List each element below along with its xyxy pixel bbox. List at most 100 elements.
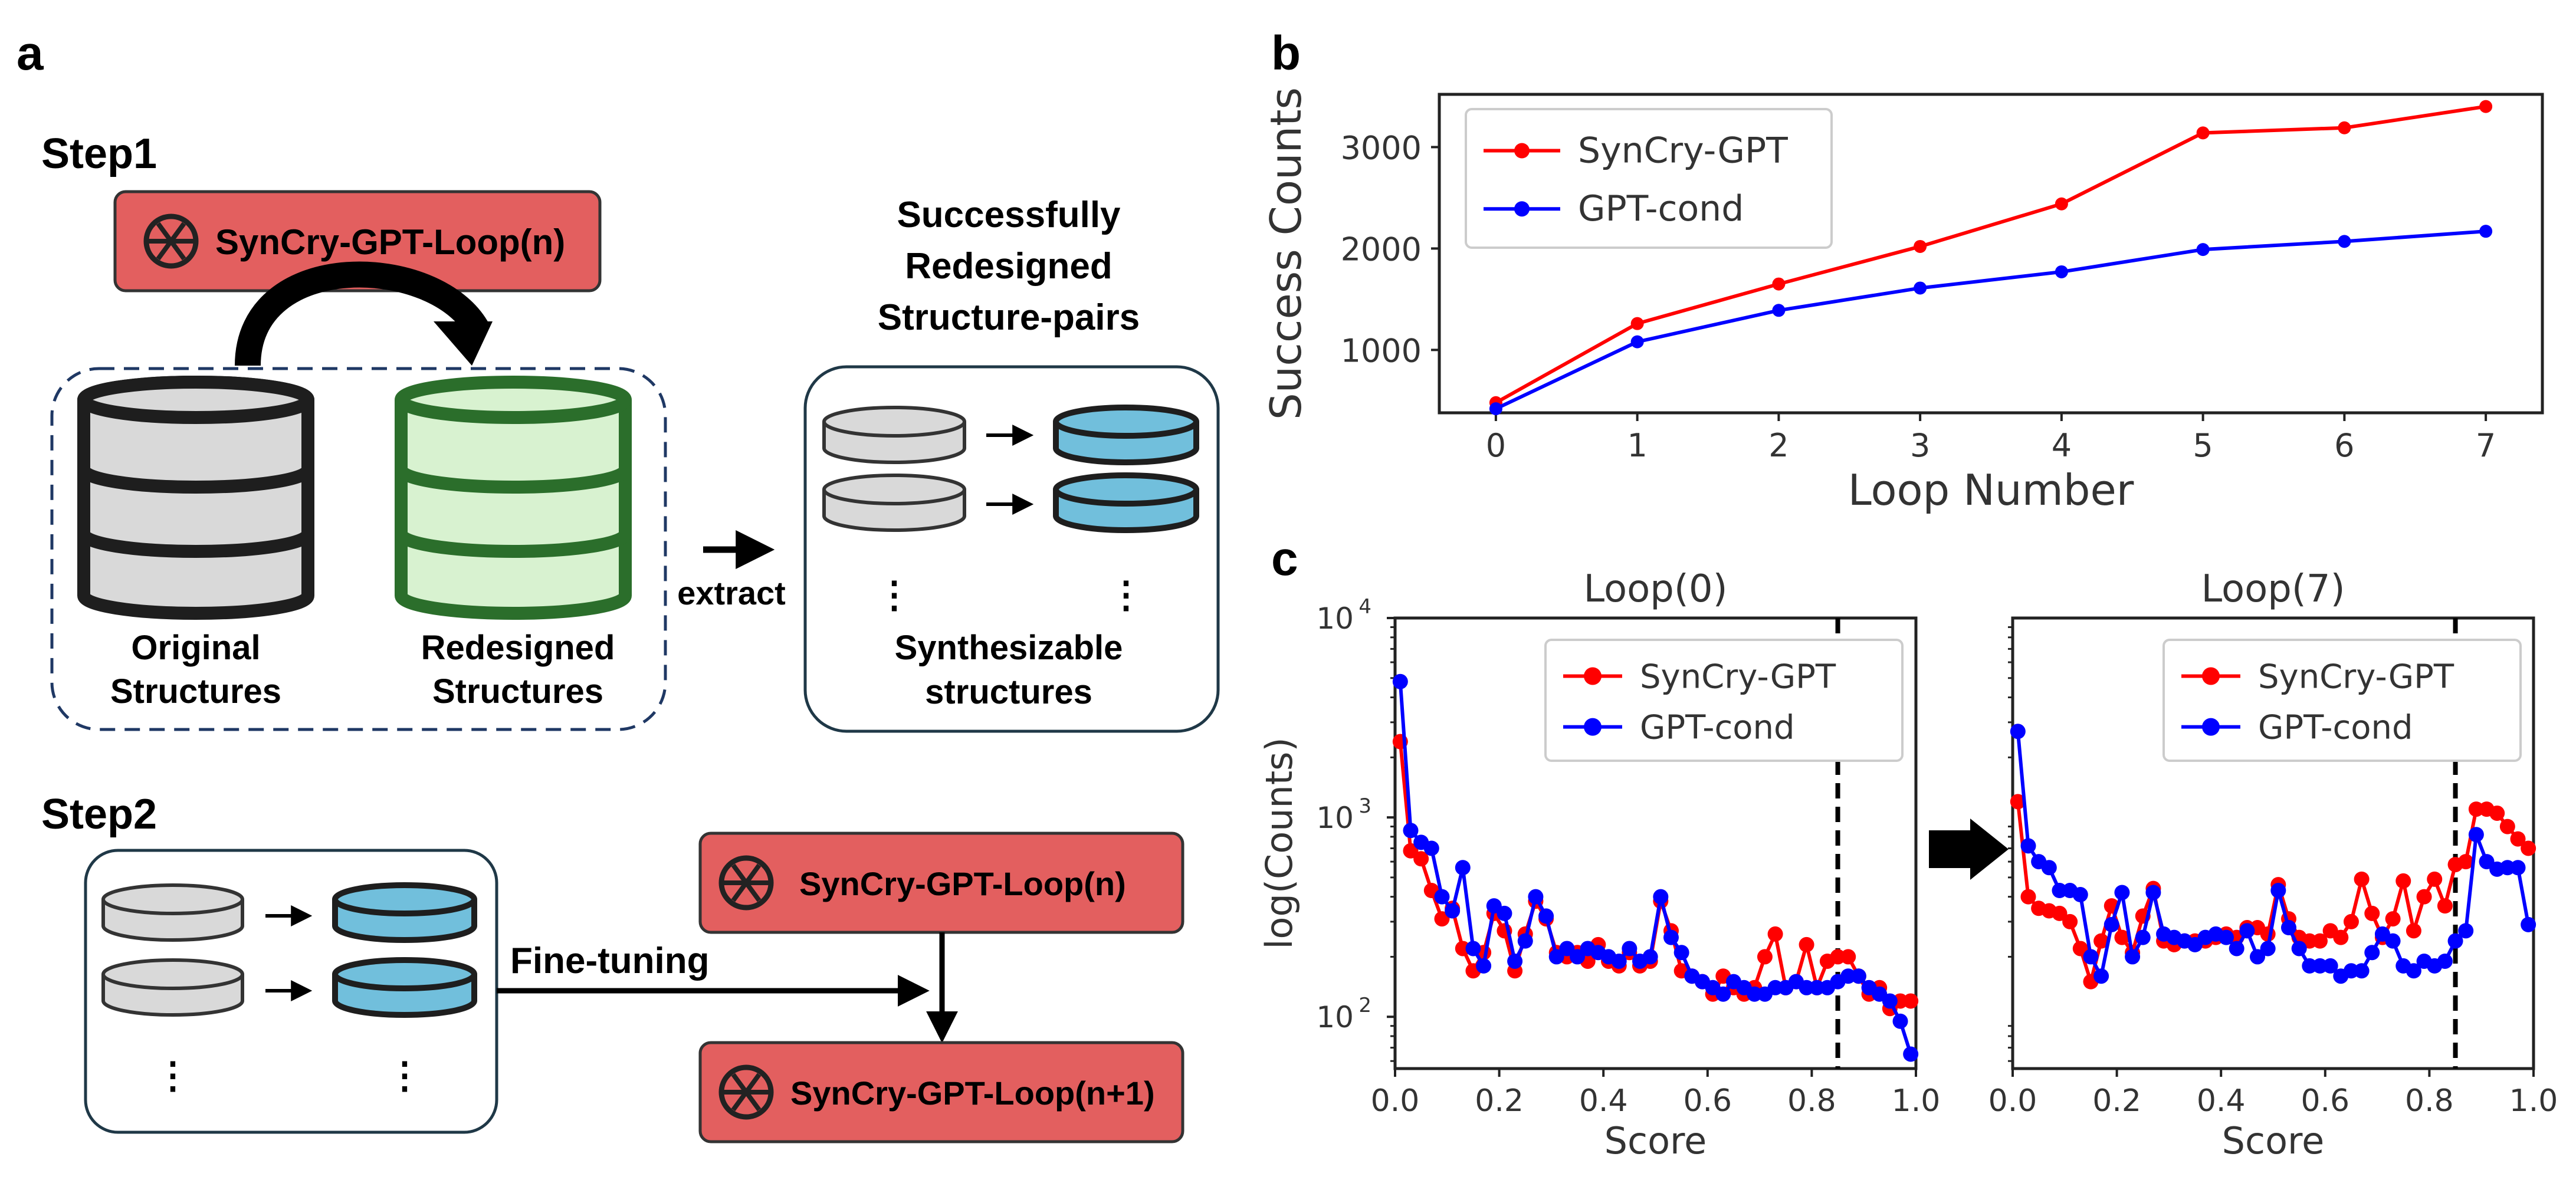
data-point bbox=[2072, 887, 2088, 903]
data-point bbox=[2343, 913, 2359, 929]
y-tick-exponent: 2 bbox=[1358, 994, 1371, 1017]
data-point bbox=[2406, 923, 2421, 939]
openai-logo-icon bbox=[718, 1064, 774, 1120]
legend-label: GPT-cond bbox=[1578, 188, 1744, 229]
panel-a-label: a bbox=[17, 27, 44, 80]
data-point bbox=[1476, 958, 1492, 974]
panel-c-label: c bbox=[1271, 532, 1298, 586]
data-point bbox=[2364, 945, 2380, 961]
data-point bbox=[2427, 871, 2443, 887]
data-point bbox=[2437, 953, 2453, 969]
data-point bbox=[2416, 889, 2432, 905]
data-point bbox=[1903, 1046, 1919, 1062]
openai-logo-icon bbox=[143, 213, 199, 269]
y-tick-label: 10 bbox=[1316, 1000, 1354, 1034]
data-point bbox=[1570, 949, 1586, 965]
redesign-arrow bbox=[235, 261, 490, 366]
data-point bbox=[1914, 281, 1927, 295]
original-label-2: Structures bbox=[110, 672, 281, 711]
data-point bbox=[2385, 911, 2401, 927]
legend-box bbox=[2162, 639, 2522, 762]
data-point bbox=[1392, 673, 1408, 689]
data-point bbox=[2083, 949, 2099, 965]
data-point bbox=[1403, 843, 1419, 859]
structures-group bbox=[50, 367, 667, 731]
data-point bbox=[2055, 197, 2068, 211]
chart-title: Loop(0) bbox=[1583, 567, 1727, 611]
data-point bbox=[1403, 823, 1419, 839]
success-title-2: Redesigned bbox=[905, 246, 1112, 287]
x-tick-label: 0.8 bbox=[2405, 1083, 2454, 1119]
pair-row-1 bbox=[822, 405, 1199, 465]
data-point bbox=[2229, 941, 2244, 957]
data-point bbox=[2114, 885, 2130, 900]
y-tick-exponent: 3 bbox=[1358, 794, 1371, 818]
data-point bbox=[2270, 883, 2286, 899]
data-point bbox=[1489, 402, 1502, 416]
data-point bbox=[1455, 860, 1471, 876]
extract-label: extract bbox=[677, 574, 786, 612]
data-point bbox=[2510, 831, 2526, 847]
data-point bbox=[1882, 993, 1898, 1009]
panel-b-label: b bbox=[1271, 27, 1301, 80]
y-axis-label: Success Counts bbox=[1261, 87, 1311, 420]
data-point bbox=[1642, 949, 1658, 965]
data-point bbox=[1559, 941, 1575, 957]
x-tick-label: 1.0 bbox=[1892, 1083, 1941, 1119]
data-point bbox=[2333, 929, 2349, 945]
chart-c-loop7: Loop(7) 0.0 0.2 0.4 0.6 0.8 1.0 Score SynCry-GPT… bbox=[1988, 567, 2558, 1162]
data-point bbox=[2312, 933, 2328, 949]
data-point bbox=[2052, 905, 2068, 921]
data-point bbox=[1622, 941, 1638, 957]
data-point bbox=[1903, 993, 1919, 1009]
data-point bbox=[1630, 317, 1644, 330]
chart-title: Loop(7) bbox=[2201, 567, 2345, 611]
legend-marker bbox=[1584, 718, 1602, 736]
series-line bbox=[1495, 104, 2486, 405]
x-tick-label: 1.0 bbox=[2509, 1083, 2558, 1119]
x-tick-label: 1 bbox=[1627, 427, 1647, 464]
x-tick-label: 4 bbox=[2052, 427, 2072, 464]
openai-logo-icon bbox=[718, 855, 774, 911]
legend-label: SynCry-GPT bbox=[1578, 130, 1788, 172]
redesigned-label-1: Redesigned bbox=[421, 629, 615, 667]
x-tick-label: 0.0 bbox=[1988, 1083, 2037, 1119]
x-tick-label: 0.2 bbox=[2092, 1083, 2141, 1119]
data-point bbox=[1799, 936, 1814, 952]
data-point bbox=[1445, 903, 1461, 919]
x-tick-label: 3 bbox=[1910, 427, 1930, 464]
y-tick-label: 1000 bbox=[1341, 332, 1422, 369]
y-tick-label: 10 bbox=[1316, 602, 1354, 636]
data-point bbox=[2260, 941, 2276, 957]
step2-pair-row-1 bbox=[101, 882, 477, 943]
success-title-3: Structure-pairs bbox=[878, 297, 1140, 338]
data-point bbox=[2125, 949, 2141, 965]
data-point bbox=[2114, 929, 2130, 945]
data-point bbox=[1528, 889, 1544, 905]
data-point bbox=[2055, 265, 2068, 278]
legend-label: GPT-cond bbox=[2258, 709, 2413, 747]
x-tick-label: 7 bbox=[2476, 427, 2496, 464]
data-point bbox=[2072, 941, 2088, 957]
original-database-icon bbox=[77, 376, 314, 620]
pairs-box bbox=[803, 365, 1220, 733]
pair-row-2 bbox=[822, 472, 1199, 533]
data-point bbox=[2385, 933, 2401, 949]
data-point bbox=[2196, 126, 2210, 140]
step2-title: Step2 bbox=[41, 791, 157, 838]
legend-label: SynCry-GPT bbox=[1640, 658, 1836, 696]
data-point bbox=[2354, 871, 2370, 887]
panel-a: a Step1 SynCry-GPT-Loop(n) Original Stru… bbox=[17, 27, 1220, 1143]
data-point bbox=[2447, 933, 2463, 949]
x-tick-label: 0.4 bbox=[2197, 1083, 2246, 1119]
x-tick-label: 0.8 bbox=[1787, 1083, 1836, 1119]
data-point bbox=[2219, 929, 2234, 945]
data-point bbox=[2322, 958, 2338, 974]
data-point bbox=[1611, 953, 1627, 969]
data-point bbox=[1772, 304, 1786, 317]
data-point bbox=[2291, 941, 2307, 957]
data-point bbox=[2010, 794, 2026, 810]
data-point bbox=[1465, 941, 1481, 957]
data-point bbox=[1548, 949, 1564, 965]
